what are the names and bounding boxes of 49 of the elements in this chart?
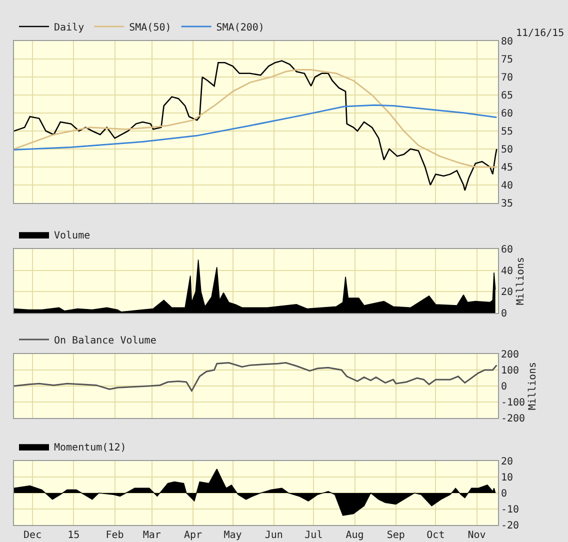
y-axis-title: Millions: [516, 256, 527, 306]
y-tick-label: 0: [501, 488, 508, 500]
y-tick-label: 100: [501, 366, 520, 376]
y-tick-label: 20: [501, 456, 514, 468]
x-tick-label: Aug: [346, 530, 364, 541]
y-tick-label: 200: [501, 350, 520, 360]
y-tick-label: 0: [501, 382, 508, 392]
y-tick-label: 75: [501, 54, 514, 66]
legend-label: Volume: [54, 230, 90, 242]
x-tick-label: Mar: [142, 530, 161, 541]
legend-label: SMA(200): [216, 22, 264, 34]
line-series: [14, 69, 498, 168]
y-tick-label: -200: [501, 414, 526, 424]
y-tick-label: -20: [501, 520, 520, 532]
y-tick-label: 70: [501, 72, 514, 84]
y-tick-label: 60: [501, 108, 514, 120]
x-tick-label: Jul: [304, 530, 323, 541]
x-tick-label: May: [224, 530, 242, 541]
line-series: [14, 362, 498, 392]
legend-label: On Balance Volume: [54, 335, 156, 346]
y-tick-label: 65: [501, 90, 514, 102]
x-tick-label: 15: [68, 530, 80, 541]
y-axis-title: Millions: [528, 362, 539, 410]
y-tick-label: 80: [501, 36, 514, 48]
y-tick-label: 0: [501, 308, 508, 320]
line-series: [14, 104, 498, 150]
y-tick-label: 40: [501, 180, 514, 192]
y-tick-label: 55: [501, 126, 514, 138]
legend-label: SMA(50): [129, 22, 172, 34]
y-tick-label: 10: [501, 472, 514, 484]
line-series: [14, 60, 498, 192]
y-tick-label: -100: [501, 398, 526, 408]
x-tick-label: Apr: [184, 530, 202, 541]
y-tick-label: 60: [501, 244, 514, 256]
legend-label: Momentum(12): [54, 442, 126, 454]
x-tick-label: Dec: [24, 530, 42, 541]
x-tick-label: Nov: [468, 530, 486, 541]
y-tick-label: 50: [501, 144, 514, 156]
x-tick-label: Oct: [426, 530, 445, 541]
text: 11/16/15: [516, 28, 564, 39]
y-tick-label: 35: [501, 198, 514, 210]
y-tick-label: -10: [501, 504, 520, 516]
y-tick-label: 45: [501, 162, 514, 174]
x-tick-label: Jun: [264, 530, 283, 541]
y-tick-label: 20: [501, 287, 514, 298]
y-tick-label: 40: [501, 266, 514, 277]
legend-label: Daily: [54, 22, 84, 34]
x-tick-label: Sep: [386, 530, 405, 541]
x-tick-label: Feb: [106, 530, 124, 541]
